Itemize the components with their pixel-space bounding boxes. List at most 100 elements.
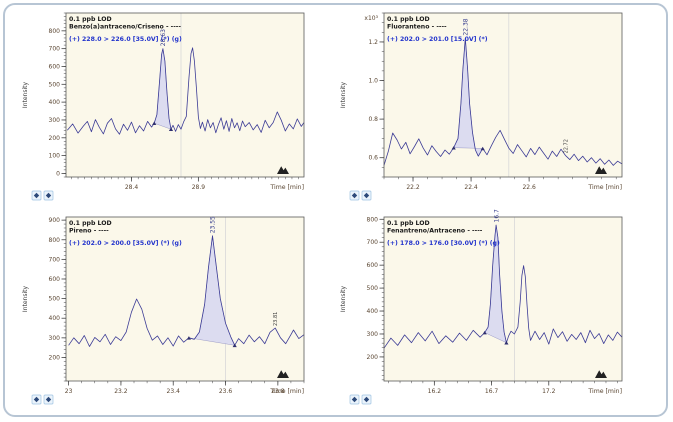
panel-title: 0.1 ppb LOD <box>69 220 112 227</box>
y-tick-label: 300 <box>367 331 379 338</box>
y-tick-label: 200 <box>367 354 379 361</box>
x-tick-label: 17.2 <box>542 388 556 395</box>
panel-title: 0.1 ppb LOD <box>387 16 430 23</box>
peaks-overlay-icon <box>595 166 607 174</box>
time-axis-label: Time [min] <box>269 184 304 191</box>
y-tick-label: 700 <box>49 46 61 53</box>
intensity-axis-label: Intensity <box>22 81 29 108</box>
minor-peak-rt-label: 22.72 <box>563 139 569 153</box>
time-axis-label: Time [min] <box>587 388 622 395</box>
peaks-overlay-icon <box>277 370 289 378</box>
y-tick-label: 1.2 <box>368 39 378 46</box>
chromatogram-plot: 16.2 16.7 17.2 200 300 400 500 600 700 800 Time [m… <box>340 205 623 405</box>
y-tick-label: 0 <box>56 170 60 177</box>
compound-name: Fluoranteno - ---- <box>387 24 447 31</box>
panel-nav-icon-2[interactable] <box>361 190 372 201</box>
y-tick-label: 600 <box>49 63 61 70</box>
x-tick-label: 16.7 <box>485 388 499 395</box>
intensity-axis-label: Intensity <box>340 81 347 108</box>
scale-exponent-label: x10³ <box>364 15 378 22</box>
panel-title: 0.1 ppb LOD <box>69 16 112 23</box>
plot-background <box>384 217 622 381</box>
baseline-marker-icon <box>482 330 487 335</box>
time-axis-label: Time [min] <box>587 184 622 191</box>
chromatogram-trace <box>383 37 623 166</box>
transition-label: (+) 228.0 > 226.0 [35.0V] (*) (g) <box>69 36 182 43</box>
x-tick-label: 23 <box>65 388 73 395</box>
y-tick-label: 800 <box>49 28 61 35</box>
y-tick-label: 400 <box>49 315 61 322</box>
baseline-marker-icon <box>480 146 485 151</box>
chromatogram-trace <box>383 224 623 349</box>
x-tick-label: 16.2 <box>428 388 442 395</box>
chromatogram-grid: 28.4 28.9 0 100 200 300 400 500 600 700 800 Time [m… <box>20 5 640 407</box>
panel-nav-icon-1[interactable] <box>31 190 42 201</box>
peak-rt-label: 16.74 <box>493 209 500 223</box>
y-tick-label: 300 <box>49 117 61 124</box>
y-tick-label: 200 <box>49 135 61 142</box>
peaks-overlay-icon <box>277 166 289 174</box>
y-tick-label: 800 <box>367 216 379 223</box>
baseline-marker-icon <box>232 343 237 348</box>
y-tick-label: 0.6 <box>368 155 378 162</box>
panel-nav-icon-2[interactable] <box>43 394 54 405</box>
intensity-axis-label: Intensity <box>22 285 29 312</box>
y-tick-label: 500 <box>49 81 61 88</box>
time-axis-label: Time [min] <box>269 388 304 395</box>
y-tick-label: 900 <box>49 217 61 224</box>
y-tick-label: 600 <box>49 276 61 283</box>
panel-nav-icon-1[interactable] <box>349 394 360 405</box>
plot-background <box>66 217 304 381</box>
chromatogram-plot: 28.4 28.9 0 100 200 300 400 500 600 700 800 Time [m… <box>22 12 305 201</box>
y-tick-label: 600 <box>367 262 379 269</box>
y-tick-label: 200 <box>49 354 61 361</box>
plot-background <box>384 13 622 177</box>
x-tick-label: 28.9 <box>192 184 206 191</box>
panel-title: 0.1 ppb LOD <box>387 220 430 227</box>
x-tick-label: 22.6 <box>522 184 536 191</box>
y-tick-label: 400 <box>49 99 61 106</box>
baseline-marker-icon <box>168 127 174 131</box>
peak-rt-label: 22.38 <box>463 18 470 35</box>
intensity-axis-label: Intensity <box>340 285 347 312</box>
panel-nav-icon-2[interactable] <box>361 394 372 405</box>
peak-rt-label: 23.55 <box>210 216 217 233</box>
x-tick-label: 23.2 <box>114 388 128 395</box>
y-tick-label: 700 <box>49 256 61 263</box>
x-tick-label: 23.8 <box>271 388 285 395</box>
peak-rt-label: 28.63 <box>160 29 167 46</box>
baseline-marker-icon <box>186 336 191 340</box>
x-tick-label: 23.6 <box>219 388 233 395</box>
chromatogram-trace <box>66 47 305 135</box>
x-tick-label: 23.4 <box>167 388 181 395</box>
plot-border <box>383 12 623 178</box>
chromatogram-trace <box>68 235 305 347</box>
transition-label: (+) 202.0 > 200.0 [35.0V] (*) (g) <box>69 240 182 247</box>
y-tick-label: 400 <box>367 308 379 315</box>
chromatogram-panel-3: 16.2 16.7 17.2 200 300 400 500 600 700 800 Time [m… <box>338 205 640 407</box>
y-tick-label: 800 <box>49 237 61 244</box>
chromatogram-plot: 23 23.2 23.4 23.6 23.8 200 300 400 500 600 700 800 9… <box>22 216 305 405</box>
transition-label: (+) 202.0 > 201.0 [15.0V] (*) <box>387 36 488 43</box>
baseline-marker-icon <box>504 341 509 345</box>
y-tick-label: 700 <box>367 239 379 246</box>
panel-nav-icon-2[interactable] <box>43 190 54 201</box>
baseline-marker-icon <box>152 121 157 125</box>
chromatogram-panel-0: 28.4 28.9 0 100 200 300 400 500 600 700 800 Time [m… <box>20 5 322 203</box>
minor-peak-rt-label: 23.81 <box>273 312 279 326</box>
chromatogram-plot: 22.2 22.4 22.6 0.6 0.8 1.0 1.2 Time [min] Intens… <box>340 12 623 201</box>
plot-background <box>66 13 304 177</box>
compound-name: Fenantreno/Antraceno - ---- <box>387 228 483 235</box>
y-tick-label: 300 <box>49 335 61 342</box>
y-tick-label: 100 <box>49 153 61 160</box>
y-tick-label: 500 <box>367 285 379 292</box>
x-tick-label: 28.4 <box>125 184 139 191</box>
compound-name: Benzo(a)antraceno/Criseno - ---- <box>69 24 181 31</box>
chromatogram-panel-1: 22.2 22.4 22.6 0.6 0.8 1.0 1.2 Time [min] Intens… <box>338 5 640 203</box>
baseline-marker-icon <box>451 146 456 150</box>
panel-nav-icon-1[interactable] <box>349 190 360 201</box>
peaks-overlay-icon <box>595 370 607 378</box>
transition-label: (+) 178.0 > 176.0 [30.0V] (*) (g) <box>387 240 500 247</box>
x-tick-label: 22.4 <box>464 184 478 191</box>
panel-nav-icon-1[interactable] <box>31 394 42 405</box>
